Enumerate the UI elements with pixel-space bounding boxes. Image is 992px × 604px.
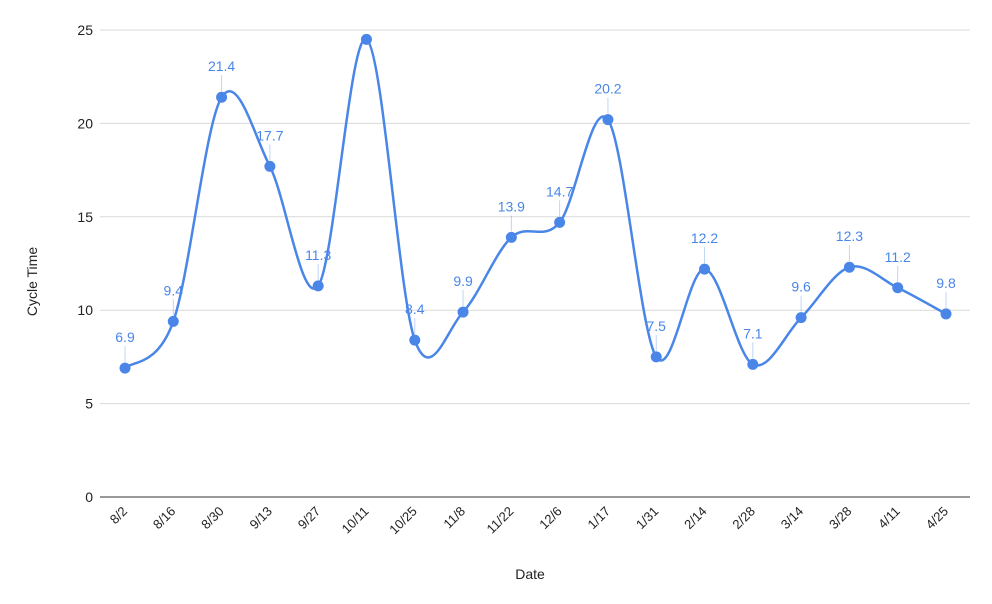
x-tick-label: 8/2 xyxy=(107,504,130,527)
data-label: 6.9 xyxy=(115,329,135,345)
x-axis-ticks: 8/2 8/16 8/30 9/13 9/27 10/11 10/25 11/8 11/22 12… xyxy=(107,504,951,538)
x-tick-label: 4/25 xyxy=(923,504,952,533)
series-cycle-time xyxy=(119,33,952,374)
y-tick-label: 15 xyxy=(77,209,93,225)
data-label: 11.2 xyxy=(885,249,911,265)
data-label: 12.2 xyxy=(691,230,718,246)
data-point[interactable] xyxy=(892,282,904,294)
data-label: 11.3 xyxy=(305,247,331,263)
x-tick-label: 8/16 xyxy=(150,504,179,533)
data-point[interactable] xyxy=(940,308,952,320)
data-label: 9.8 xyxy=(936,275,956,291)
series-line xyxy=(123,38,948,370)
x-tick-label: 9/27 xyxy=(295,504,324,533)
data-point[interactable] xyxy=(505,231,517,243)
y-tick-label: 0 xyxy=(85,489,93,505)
data-point[interactable] xyxy=(264,160,276,172)
data-point[interactable] xyxy=(699,263,711,275)
y-tick-label: 20 xyxy=(77,115,93,131)
data-point[interactable] xyxy=(409,334,421,346)
data-point[interactable] xyxy=(795,312,807,324)
data-label: 7.5 xyxy=(647,318,667,334)
x-tick-label: 9/13 xyxy=(246,504,275,533)
x-tick-label: 3/28 xyxy=(826,504,855,533)
data-label: 21.4 xyxy=(208,58,235,74)
data-point[interactable] xyxy=(650,351,662,363)
data-label: 17.7 xyxy=(256,127,283,143)
x-tick-label: 11/8 xyxy=(440,504,468,532)
y-tick-label: 25 xyxy=(77,22,93,38)
data-point[interactable] xyxy=(457,306,469,318)
data-labels: 6.9 9.4 21.4 17.7 11.3 8.4 9.9 13.9 14.7 20.2 7.5 1… xyxy=(115,58,956,363)
data-point[interactable] xyxy=(167,315,179,327)
data-point[interactable] xyxy=(747,358,759,370)
x-tick-label: 10/11 xyxy=(339,504,372,537)
data-point[interactable] xyxy=(216,91,228,103)
y-tick-label: 5 xyxy=(85,396,93,412)
data-label: 9.4 xyxy=(164,282,184,298)
y-axis-ticks: 0 5 10 15 20 25 xyxy=(77,22,93,505)
data-label: 8.4 xyxy=(405,301,425,317)
data-point[interactable] xyxy=(312,280,324,292)
data-label: 9.6 xyxy=(791,279,811,295)
x-tick-label: 2/28 xyxy=(729,504,758,533)
x-tick-label: 2/14 xyxy=(681,504,710,533)
x-tick-label: 1/31 xyxy=(633,504,662,533)
data-label: 20.2 xyxy=(594,81,621,97)
x-tick-label: 3/14 xyxy=(778,504,807,533)
data-label: 13.9 xyxy=(498,198,525,214)
data-label: 12.3 xyxy=(836,228,863,244)
x-tick-label: 12/6 xyxy=(536,504,565,533)
data-point[interactable] xyxy=(843,261,855,273)
data-label: 14.7 xyxy=(546,183,573,199)
data-point[interactable] xyxy=(602,114,614,126)
y-axis-title: Cycle Time xyxy=(24,247,40,316)
data-label: 9.9 xyxy=(453,273,473,289)
x-tick-label: 8/30 xyxy=(198,504,227,533)
gridlines xyxy=(100,29,970,498)
data-point[interactable] xyxy=(554,216,566,228)
y-tick-label: 10 xyxy=(77,302,93,318)
data-label: 7.1 xyxy=(743,325,763,341)
x-tick-label: 1/17 xyxy=(585,504,614,533)
data-point[interactable] xyxy=(119,362,131,374)
x-tick-label: 4/11 xyxy=(875,504,903,532)
data-point[interactable] xyxy=(360,33,372,45)
x-tick-label: 11/22 xyxy=(484,504,517,537)
x-axis-title: Date xyxy=(515,566,545,582)
x-tick-label: 10/25 xyxy=(386,504,420,538)
